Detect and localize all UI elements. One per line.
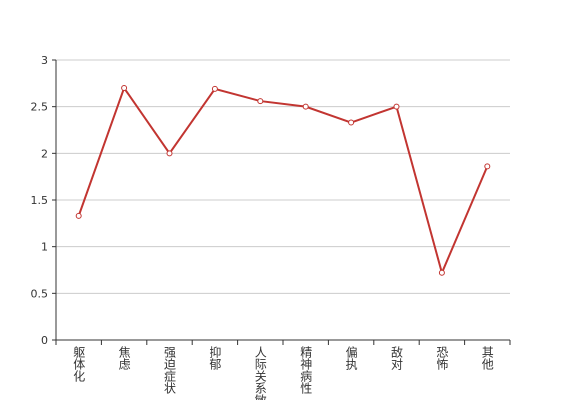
x-tick-label: 精神病性 — [299, 346, 313, 395]
x-tick-label: 躯体化 — [72, 345, 86, 383]
point — [393, 103, 400, 110]
x-tick-label: 恐怖 — [435, 346, 449, 370]
y-tick-label: 0.5 — [31, 287, 49, 300]
point — [257, 98, 264, 105]
point — [121, 85, 128, 91]
point — [75, 212, 82, 219]
y-tick-label: 1 — [41, 241, 48, 254]
line — [77, 85, 489, 276]
y-tick-label: 3 — [41, 54, 48, 67]
point — [302, 103, 309, 110]
x-tick-label: 人际关系敏感 — [253, 346, 267, 400]
x-tick-label: 抑郁 — [208, 345, 222, 371]
point — [348, 119, 355, 126]
x-tick-label: 强迫症状 — [163, 346, 177, 394]
x-tick-label: 其他 — [480, 346, 494, 370]
point — [484, 163, 491, 170]
point — [211, 85, 218, 92]
y-tick-label: 2.5 — [31, 101, 49, 114]
x-tick-label: 焦虑 — [117, 346, 131, 370]
point — [166, 150, 173, 157]
y-tick-label: 1.5 — [31, 194, 49, 207]
y-tick-label: 2 — [41, 147, 48, 160]
y-tick-label: 0 — [41, 334, 48, 347]
point — [438, 269, 445, 276]
x-tick-label: 偏执 — [344, 345, 358, 371]
x-tick-label: 敌对 — [390, 345, 404, 370]
